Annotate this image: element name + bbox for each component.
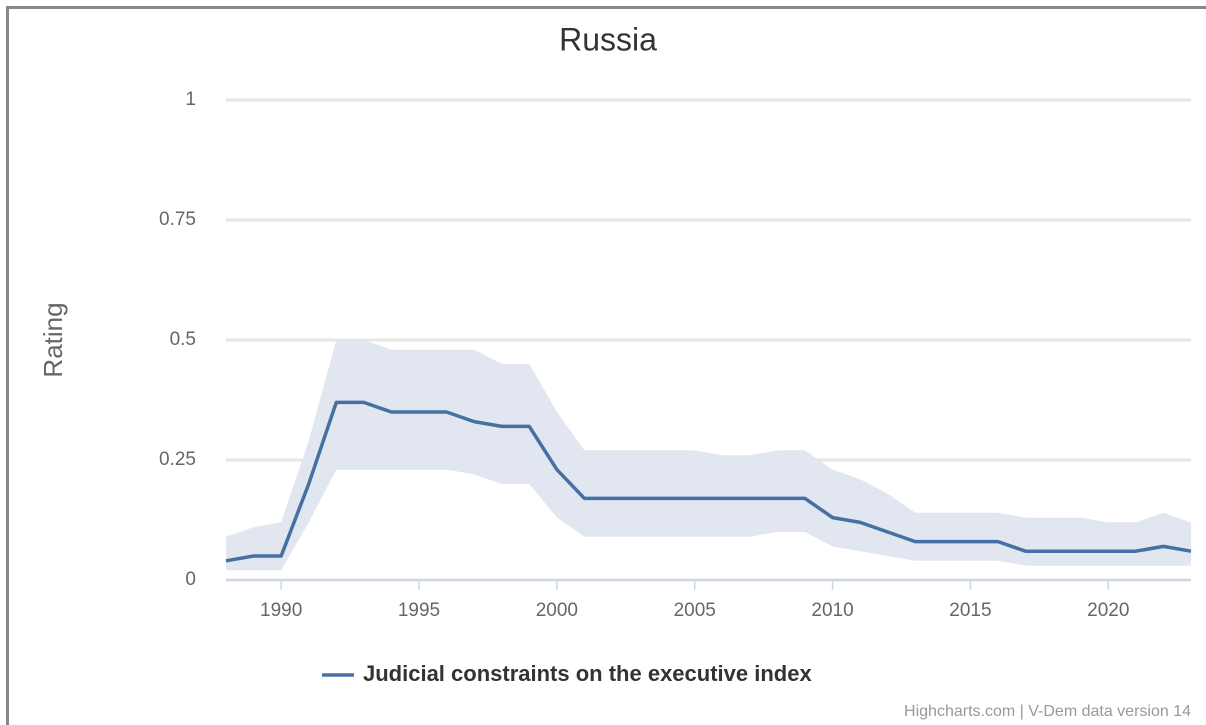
x-tick-label: 1990 xyxy=(260,600,302,621)
y-tick-label: 1 xyxy=(185,89,196,110)
x-tick-label: 2000 xyxy=(536,600,578,621)
series-line xyxy=(225,400,1192,563)
x-tick-label: 2015 xyxy=(949,600,991,621)
x-tick-label: 2010 xyxy=(811,600,853,621)
x-tick-label: 2005 xyxy=(674,600,716,621)
frame xyxy=(6,6,1206,725)
confidence-band xyxy=(226,340,1191,571)
chart-title: Russia xyxy=(559,21,657,57)
legend-label: Judicial constraints on the executive in… xyxy=(363,661,812,686)
credits: Highcharts.com | V-Dem data version 14 xyxy=(904,703,1191,720)
y-axis-label: Rating xyxy=(38,302,68,377)
y-tick-label: 0.75 xyxy=(159,209,196,230)
x-tick-label: 1995 xyxy=(398,600,440,621)
x-tick-label: 2020 xyxy=(1087,600,1129,621)
y-tick-label: 0.25 xyxy=(159,449,196,470)
y-tick-label: 0.5 xyxy=(170,329,196,350)
y-tick-label: 0 xyxy=(185,569,196,590)
